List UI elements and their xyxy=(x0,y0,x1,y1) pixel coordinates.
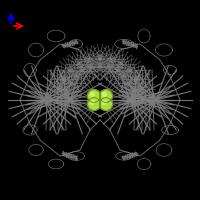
Circle shape xyxy=(100,90,112,102)
Circle shape xyxy=(90,92,94,96)
Circle shape xyxy=(100,98,112,110)
Circle shape xyxy=(88,90,100,102)
Circle shape xyxy=(88,98,100,110)
Circle shape xyxy=(102,92,106,96)
Circle shape xyxy=(90,100,94,104)
Circle shape xyxy=(102,100,106,104)
